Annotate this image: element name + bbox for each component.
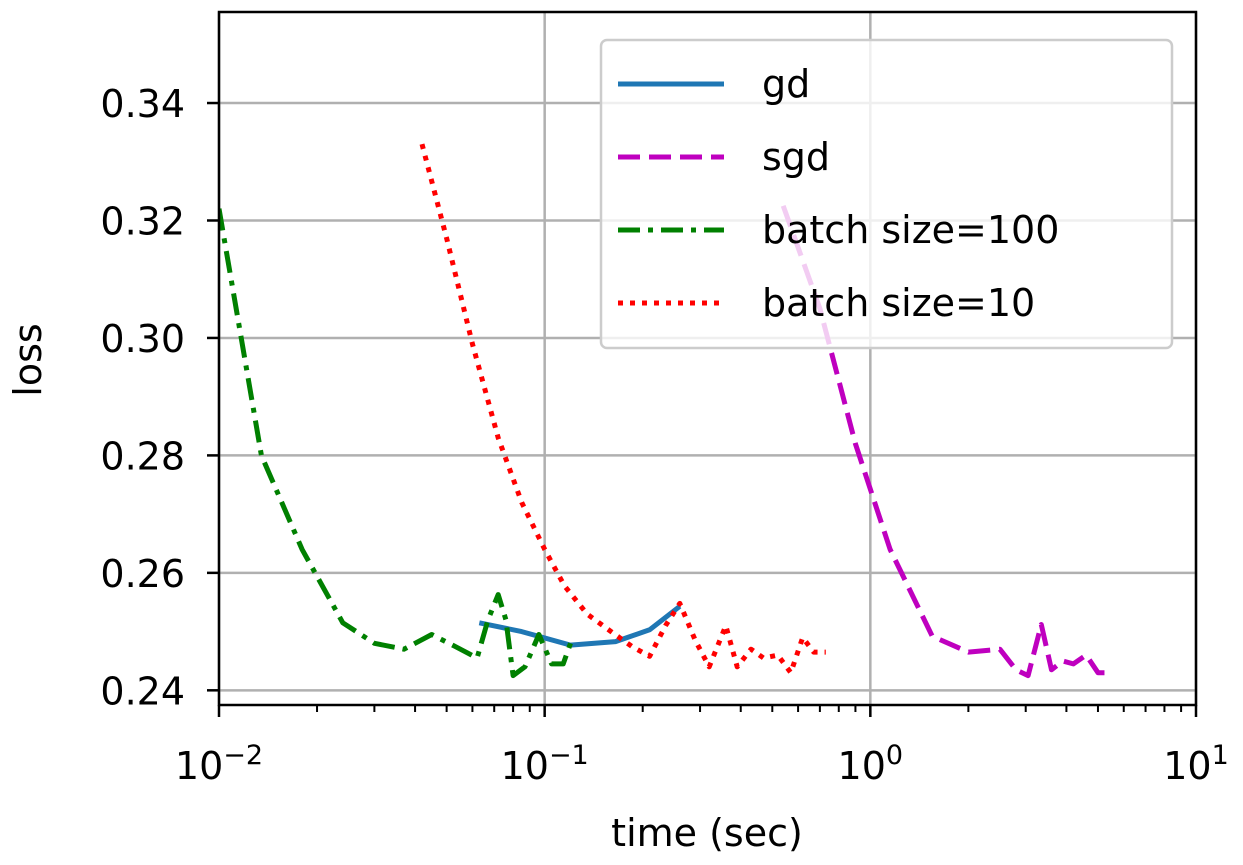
legend-box [599,38,1174,350]
series-line [419,143,826,676]
x-tick-label: 100 [838,740,904,788]
series-layer [219,143,1109,679]
x-tick-label: 10−1 [501,740,589,788]
legend-label: gd [762,62,810,106]
y-tick-label: 0.34 [100,82,185,126]
y-tick-label: 0.28 [100,434,185,478]
legend-label: batch size=100 [762,208,1059,252]
legend-label: sgd [762,135,830,179]
y-tick-label: 0.24 [100,669,185,713]
axis-ticks [207,101,1198,717]
y-axis-label: loss [6,323,50,396]
x-tick-label: 101 [1163,740,1229,788]
x-axis-label: time (sec) [611,811,803,855]
axis-tick-labels: 10−2 10−1 100 101 0.24 0.26 0.28 0.30 0.32 0.34 [100,82,1228,788]
series-line [219,208,573,679]
legend-label: batch size=10 [762,281,1035,325]
series-line [780,204,1109,679]
legend: gd sgd batch size=100 batch size=10 [599,38,1174,350]
plot-frame [217,10,1198,707]
x-tick-label: 10−2 [175,740,263,788]
y-tick-label: 0.32 [100,199,185,243]
series-line [478,604,682,648]
y-tick-label: 0.30 [100,317,185,361]
y-tick-label: 0.26 [100,552,185,596]
